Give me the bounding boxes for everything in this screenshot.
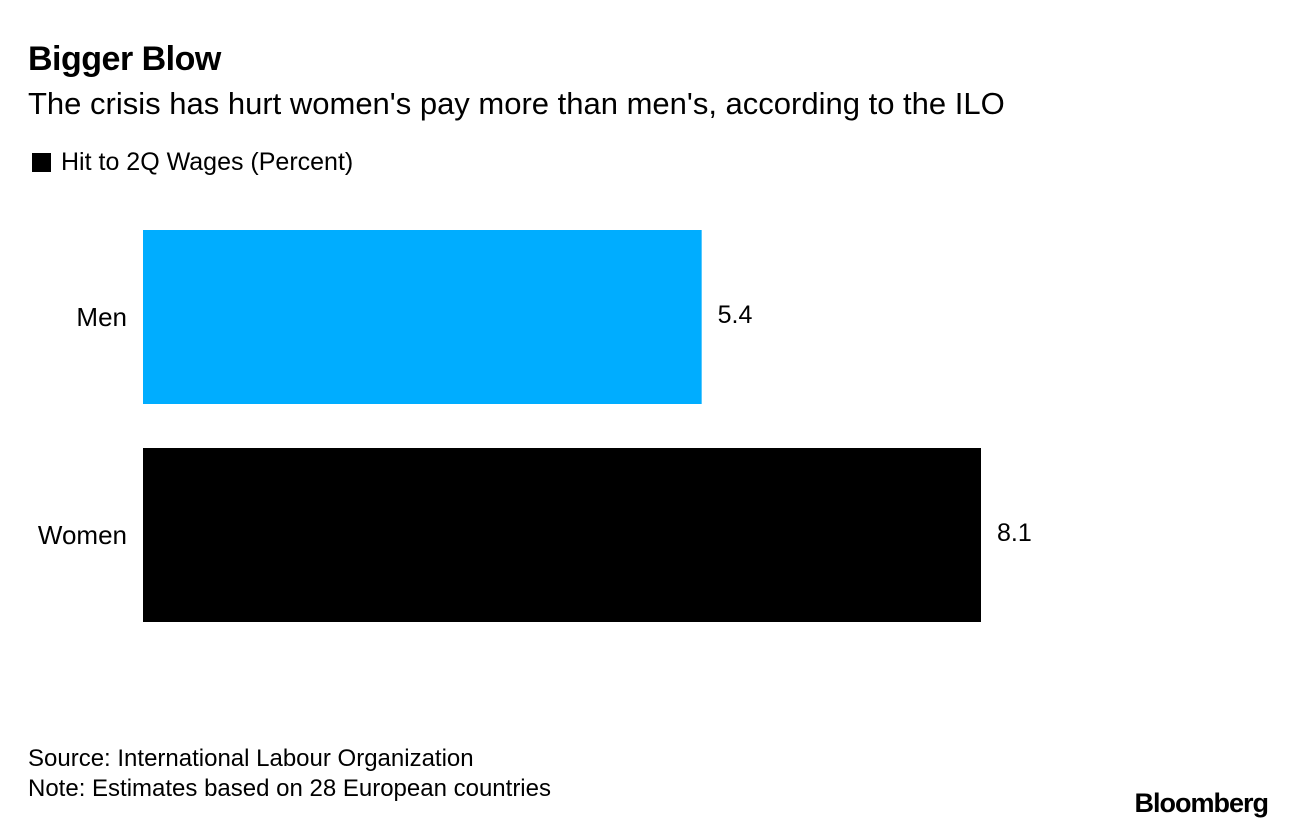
source-note: Source: International Labour Organizatio…	[28, 745, 474, 772]
bar-women	[143, 448, 981, 622]
value-label-men: 5.4	[718, 301, 753, 329]
legend-label: Hit to 2Q Wages (Percent)	[61, 148, 354, 176]
bar-men	[143, 230, 702, 404]
bar-chart: Men 5.4 Women 8.1	[38, 230, 1032, 622]
chart-subtitle: The crisis has hurt women's pay more tha…	[28, 86, 1005, 121]
footnote: Note: Estimates based on 28 European cou…	[28, 775, 551, 802]
category-label-men: Men	[76, 302, 127, 332]
chart-title: Bigger Blow	[28, 40, 221, 78]
category-label-women: Women	[38, 520, 127, 550]
legend: Hit to 2Q Wages (Percent)	[32, 148, 353, 177]
legend-swatch	[32, 153, 51, 172]
value-label-women: 8.1	[997, 519, 1032, 547]
bloomberg-logo: Bloomberg	[1134, 788, 1269, 818]
